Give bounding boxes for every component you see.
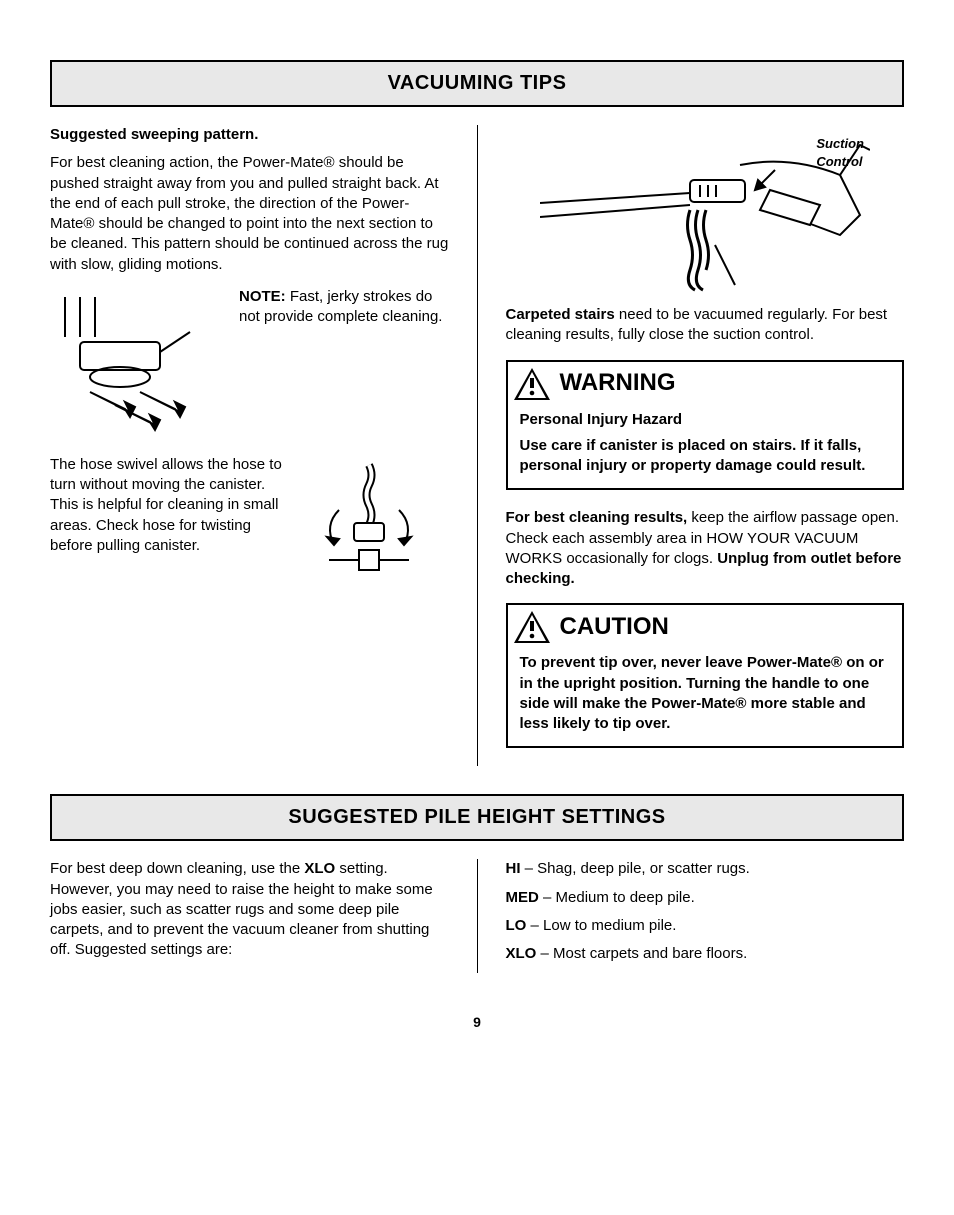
caution-box: CAUTION To prevent tip over, never leave…	[506, 603, 905, 748]
pile-settings-header: SUGGESTED PILE HEIGHT SETTINGS	[50, 794, 904, 841]
note-label: NOTE:	[239, 288, 286, 305]
suction-label-1: Suction	[816, 136, 864, 151]
caution-head: CAUTION	[508, 605, 903, 647]
vacuuming-right-col: Suction Control	[506, 125, 905, 766]
pile-left-col: For best deep down cleaning, use the XLO…	[50, 859, 449, 972]
caution-title: CAUTION	[560, 611, 669, 643]
pile-columns: For best deep down cleaning, use the XLO…	[50, 859, 904, 972]
pile-left-bold: XLO	[304, 860, 335, 877]
suction-label-2: Control	[816, 154, 862, 169]
warning-text: Use care if canister is placed on stairs…	[520, 436, 891, 477]
sweep-pattern-illustration	[50, 287, 225, 437]
vacuuming-left-col: Suggested sweeping pattern. For best cle…	[50, 125, 449, 766]
setting-xlo-desc: – Most carpets and bare floors.	[536, 945, 747, 962]
setting-med-desc: – Medium to deep pile.	[539, 889, 695, 906]
swivel-row: The hose swivel allows the hose to turn …	[50, 455, 449, 585]
swivel-text: The hose swivel allows the hose to turn …	[50, 455, 285, 556]
warning-title: WARNING	[560, 367, 676, 399]
caution-triangle-icon	[512, 609, 552, 645]
note-text: NOTE: Fast, jerky strokes do not provide…	[239, 287, 449, 328]
carpeted-stairs-bold: Carpeted stairs	[506, 306, 615, 323]
caution-text: To prevent tip over, never leave Power-M…	[520, 653, 891, 734]
sweeping-paragraph: For best cleaning action, the Power-Mate…	[50, 153, 449, 275]
page-number: 9	[50, 1013, 904, 1032]
pile-right-col: HI – Shag, deep pile, or scatter rugs. M…	[506, 859, 905, 972]
setting-hi-code: HI	[506, 860, 521, 877]
warning-body: Personal Injury Hazard Use care if canis…	[508, 404, 903, 489]
carpeted-stairs-paragraph: Carpeted stairs need to be vacuumed regu…	[506, 305, 905, 346]
caution-body: To prevent tip over, never leave Power-M…	[508, 647, 903, 746]
hose-swivel-illustration	[299, 455, 449, 585]
setting-xlo: XLO – Most carpets and bare floors.	[506, 944, 905, 964]
vacuuming-columns: Suggested sweeping pattern. For best cle…	[50, 125, 904, 766]
pile-left-paragraph: For best deep down cleaning, use the XLO…	[50, 859, 449, 960]
pile-left-pre: For best deep down cleaning, use the	[50, 860, 304, 877]
suction-control-illustration: Suction Control	[506, 125, 905, 295]
column-divider	[477, 125, 478, 766]
setting-lo-code: LO	[506, 917, 527, 934]
setting-hi: HI – Shag, deep pile, or scatter rugs.	[506, 859, 905, 879]
warning-triangle-icon	[512, 366, 552, 402]
setting-xlo-code: XLO	[506, 945, 537, 962]
vacuuming-tips-header: VACUUMING TIPS	[50, 60, 904, 107]
sweeping-subhead: Suggested sweeping pattern.	[50, 125, 449, 145]
best-results-bold: For best cleaning results,	[506, 509, 688, 526]
warning-box: WARNING Personal Injury Hazard Use care …	[506, 360, 905, 491]
setting-med-code: MED	[506, 889, 539, 906]
best-results-paragraph: For best cleaning results, keep the airf…	[506, 508, 905, 589]
pile-divider	[477, 859, 478, 972]
note-row: NOTE: Fast, jerky strokes do not provide…	[50, 287, 449, 437]
setting-med: MED – Medium to deep pile.	[506, 888, 905, 908]
setting-lo: LO – Low to medium pile.	[506, 916, 905, 936]
warning-hazard: Personal Injury Hazard	[520, 410, 891, 430]
setting-lo-desc: – Low to medium pile.	[526, 917, 676, 934]
setting-hi-desc: – Shag, deep pile, or scatter rugs.	[521, 860, 750, 877]
warning-head: WARNING	[508, 362, 903, 404]
